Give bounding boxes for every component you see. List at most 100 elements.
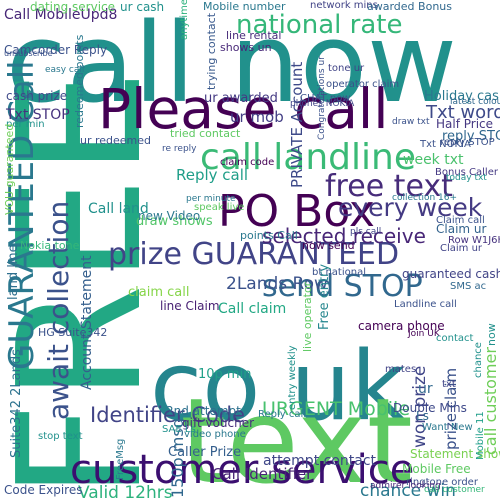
cloud-word: SMS ac <box>450 281 487 292</box>
cloud-word: per min <box>6 119 45 130</box>
cloud-word: redeemed points <box>73 34 86 128</box>
cloud-word: selected receive <box>262 224 426 248</box>
cloud-word: admirer looking <box>370 481 441 491</box>
cloud-word: Half Price <box>436 117 494 131</box>
cloud-word: unsubscribe <box>4 49 53 58</box>
cloud-word: network mins <box>310 0 378 11</box>
cloud-word: ur mob <box>230 108 284 126</box>
cloud-word: contact <box>436 333 474 344</box>
cloud-word: ur <box>418 381 433 397</box>
cloud-word: every week <box>338 193 483 222</box>
cloud-word: chance <box>473 342 484 378</box>
cloud-word: Double Mins <box>393 401 467 415</box>
cloud-word: txt <box>442 379 456 390</box>
cloud-word: Mobile 11 <box>475 411 486 460</box>
cloud-word: claim code <box>220 157 275 168</box>
cloud-word: entry weekly <box>287 345 298 410</box>
cloud-word: customer service <box>70 447 415 493</box>
cloud-word: today txt <box>446 173 487 183</box>
cloud-word: Txt STOP <box>6 107 70 123</box>
cloud-word: video phone <box>184 429 246 440</box>
cloud-word: cash prize <box>6 89 68 103</box>
cloud-word: now send <box>302 239 355 252</box>
cloud-word: speak live <box>194 202 245 213</box>
cloud-word: collection 16+ <box>392 193 458 203</box>
cloud-word: call customer <box>424 485 485 495</box>
cloud-word: Account Statement <box>79 255 95 390</box>
cloud-word: Bonus Caller <box>435 167 498 178</box>
cloud-word: co uk <box>150 332 406 442</box>
cloud-word: live operator <box>301 281 314 352</box>
cloud-word: stop text <box>38 431 83 442</box>
cloud-word: Code Expires <box>4 483 83 497</box>
cloud-word: Valid 12hrs <box>78 483 173 500</box>
cloud-word: operator claim <box>326 79 400 90</box>
cloud-word: land line <box>6 244 21 300</box>
cloud-word: Call land <box>88 201 149 217</box>
cloud-word: Reply call <box>258 409 307 420</box>
cloud-word: Claim ur <box>436 222 487 236</box>
cloud-word: await collection <box>42 200 75 420</box>
cloud-word: new Video <box>138 209 201 223</box>
cloud-word: Landline call <box>394 299 457 310</box>
cloud-word: Camcorder Reply <box>4 43 108 57</box>
cloud-word: FreeMsg <box>115 438 126 480</box>
cloud-word: awarded Bonus <box>367 0 452 13</box>
cloud-word: prize GUARANTEED <box>108 237 400 272</box>
cloud-word: per minute <box>186 194 236 204</box>
cloud-word: SAE Ls <box>162 424 196 435</box>
cloud-word: dating service <box>30 0 116 14</box>
cloud-word: draw shows <box>136 214 213 229</box>
cloud-word: line Claim <box>160 299 220 313</box>
cloud-word: chance win <box>360 481 456 500</box>
cloud-word: shows un <box>220 41 272 54</box>
cloud-word: Mobile number <box>203 0 286 13</box>
cloud-word: points Call <box>240 229 298 242</box>
cloud-word: Ls <box>416 409 429 423</box>
cloud-word: pls call <box>350 227 382 237</box>
cloud-word: Call Identifier <box>212 465 313 483</box>
cloud-word: national rate <box>236 10 403 40</box>
cloud-word: Txt NOKIA <box>420 139 471 150</box>
cloud-word: Please call <box>98 77 389 141</box>
cloud-word: Suite342 2Lands <box>9 349 24 458</box>
cloud-word: Call MobileUpd8 <box>4 7 118 23</box>
cloud-word: draw txt <box>392 117 430 127</box>
cloud-word: week txt <box>403 152 464 168</box>
cloud-word: easy call <box>45 65 85 75</box>
cloud-word: VOU guaranteed <box>3 123 16 215</box>
cloud-word: claim call <box>128 285 190 300</box>
cloud-word: call landline <box>200 137 416 178</box>
cloud-word: Identifier Code <box>90 403 246 427</box>
cloud-word: Call claim <box>218 301 287 317</box>
cloud-word: trying contact <box>205 12 218 90</box>
cloud-word: text <box>180 372 413 500</box>
cloud-word: Statement shows <box>410 447 500 461</box>
cloud-word: Join UK <box>408 329 440 339</box>
cloud-word: PRIVATE Account <box>288 61 306 188</box>
cloud-word: 2Lands Row <box>226 274 328 294</box>
cloud-word: HG Suite342 <box>38 326 108 339</box>
cloud-word: call now <box>6 0 457 127</box>
cloud-word: Holiday cash <box>424 89 500 104</box>
cloud-word: Row W1J6HL <box>448 235 500 246</box>
cloud-word: Mobile Free <box>402 462 471 476</box>
cloud-word: reply STOP <box>440 137 495 148</box>
cloud-word: bt national <box>312 267 366 278</box>
cloud-word: re reply <box>162 144 197 154</box>
cloud-word: latest colour <box>450 97 500 107</box>
cloud-word: tried contact <box>170 127 241 140</box>
cloud-word: ringtone order <box>406 477 478 488</box>
cloud-word: send STOP <box>262 269 423 304</box>
cloud-word: URGENT Mobile <box>262 398 411 420</box>
cloud-word: tone ur <box>328 63 365 74</box>
cloud-word: mates <box>385 364 417 375</box>
cloud-word: ur awarded <box>204 91 278 106</box>
cloud-word: Caller Prize <box>168 445 242 460</box>
cloud-word: reply STOP <box>442 129 500 144</box>
cloud-word: 10p min <box>198 367 252 382</box>
cloud-word: 2nd attempt <box>166 404 241 418</box>
cloud-word: attempt contact <box>263 453 377 469</box>
cloud-word: Txt word <box>426 102 500 123</box>
